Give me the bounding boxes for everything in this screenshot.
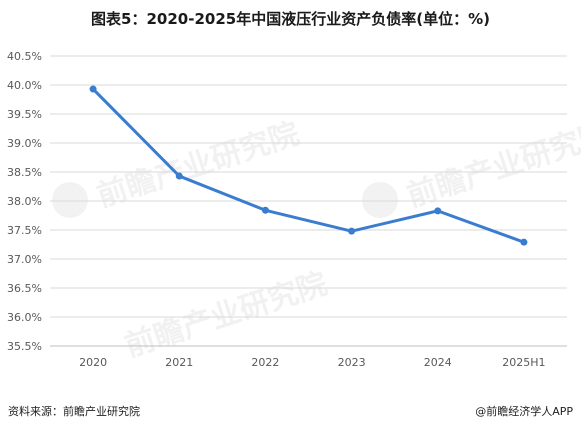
data-point xyxy=(89,85,97,93)
y-tick-label: 39.5% xyxy=(7,108,42,121)
credit-note: @前瞻经济学人APP xyxy=(475,405,573,418)
y-tick-label: 37.0% xyxy=(7,253,42,266)
x-tick-label: 2025H1 xyxy=(502,356,545,369)
data-point xyxy=(175,172,183,180)
grid-lines xyxy=(50,55,567,347)
y-tick-label: 37.5% xyxy=(7,224,42,237)
data-point xyxy=(520,238,528,246)
series-line xyxy=(92,88,525,244)
y-tick-label: 40.0% xyxy=(7,79,42,92)
data-point xyxy=(434,207,442,215)
chart-title: 图表5：2020-2025年中国液压行业资产负债率(单位：%) xyxy=(91,10,490,28)
y-tick-label: 38.5% xyxy=(7,166,42,179)
y-axis-tick-labels: 35.5% 36.0% 36.5% 37.0% 37.5% 38.0% 38.5% 39.0%… xyxy=(7,50,42,353)
data-point xyxy=(348,227,356,235)
y-tick-label: 39.0% xyxy=(7,137,42,150)
watermark-logo-icon xyxy=(362,182,398,218)
y-tick-label: 38.0% xyxy=(7,195,42,208)
series xyxy=(89,85,528,246)
y-tick-label: 40.5% xyxy=(7,50,42,63)
x-tick-label: 2022 xyxy=(251,356,279,369)
watermark-logo-icon xyxy=(52,182,88,218)
y-tick-label: 36.5% xyxy=(7,282,42,295)
x-tick-label: 2021 xyxy=(165,356,193,369)
source-note: 资料来源：前瞻产业研究院 xyxy=(8,405,140,418)
y-tick-label: 36.0% xyxy=(7,311,42,324)
x-axis-tick-labels: 2020 2021 2022 2023 2024 2025H1 xyxy=(79,356,545,369)
x-tick-label: 2023 xyxy=(338,356,366,369)
data-point xyxy=(261,206,269,214)
y-tick-label: 35.5% xyxy=(7,340,42,353)
x-tick-label: 2024 xyxy=(424,356,452,369)
x-tick-label: 2020 xyxy=(79,356,107,369)
